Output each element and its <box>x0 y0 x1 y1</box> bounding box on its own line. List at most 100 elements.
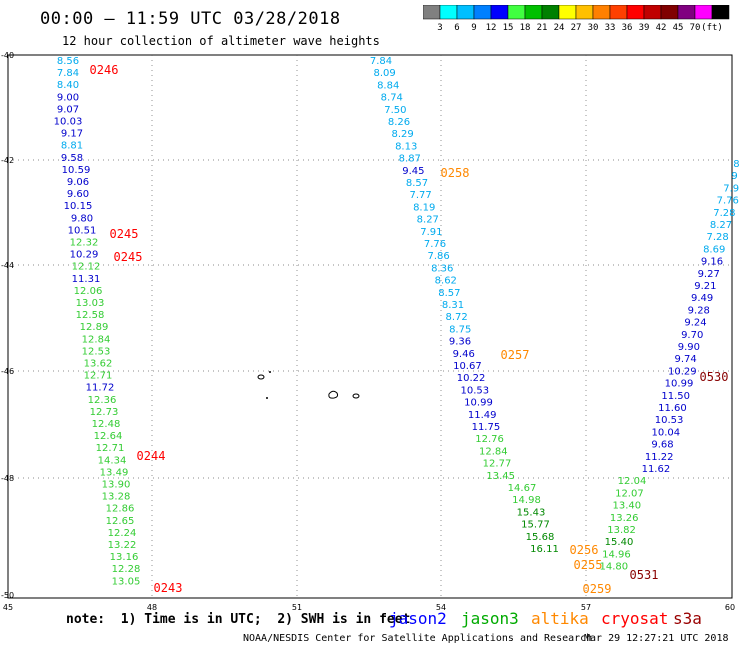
swh-label: 9.21 <box>694 281 716 292</box>
swh-label: 12.06 <box>74 286 103 297</box>
color-scale-legend: 3 6 9 12 15 18 21 24 27 30 33 36 39 42 45 70 (ft) <box>423 5 730 33</box>
swh-label: 7.77 <box>409 190 431 201</box>
swh-label: 11.49 <box>468 410 497 421</box>
time-label: 0245 <box>114 250 143 264</box>
swh-label: 9.07 <box>57 104 79 115</box>
swh-label: 7.86 <box>427 251 449 262</box>
swh-label: 9.45 <box>402 166 424 177</box>
legend-jason2: jason2 <box>389 609 447 628</box>
swh-label: 9.80 <box>71 213 93 224</box>
scale-label: 70 <box>690 23 701 33</box>
swh-label: 9.90 <box>678 342 700 353</box>
swh-label: 10.67 <box>453 361 482 372</box>
swh-label: 8.27 <box>417 215 439 226</box>
swh-label: 13.90 <box>102 480 131 491</box>
lat-tick-label: -48 <box>1 474 14 483</box>
scale-label: 36 <box>622 23 633 33</box>
swh-label: 8.74 <box>381 93 403 104</box>
footer-credit: NOAA/NESDIS Center for Satellite Applica… <box>243 633 593 644</box>
swh-label: 12.84 <box>479 446 508 457</box>
swh-label: 13.05 <box>112 576 141 587</box>
swh-label: 9.27 <box>698 269 720 280</box>
swh-label: 12.28 <box>112 564 141 575</box>
scale-label: 42 <box>656 23 667 33</box>
swh-label: 9.06 <box>67 177 89 188</box>
time-label: 0531 <box>630 568 659 582</box>
scale-label: 12 <box>486 23 497 33</box>
swh-label: 12.04 <box>618 476 647 487</box>
swh-label: 15.68 <box>526 532 555 543</box>
lon-tick-label: 51 <box>292 603 302 610</box>
lon-tick-label: 57 <box>581 603 591 610</box>
island-outline <box>257 374 265 380</box>
lat-tick-label: -44 <box>1 261 14 270</box>
scale-label: 21 <box>537 23 548 33</box>
scale-label: 45 <box>673 23 684 33</box>
swh-label: 10.99 <box>665 379 694 390</box>
swh-label: 8.29 <box>391 129 413 140</box>
swh-label: 9.24 <box>684 318 706 329</box>
swh-label: 8.69 <box>703 244 725 255</box>
swh-label: 8. <box>733 159 740 170</box>
swh-label: 13.26 <box>610 513 639 524</box>
swh-label: 10.99 <box>464 398 493 409</box>
scale-label: 24 <box>554 23 565 33</box>
scale-label: 15 <box>503 23 514 33</box>
swh-label: 10.51 <box>68 225 97 236</box>
swh-label: 11.62 <box>642 464 671 475</box>
swh-label: 10.22 <box>457 373 486 384</box>
swh-label: 11.75 <box>472 422 501 433</box>
swh-label: 9.58 <box>61 153 83 164</box>
swh-label: 12.64 <box>94 431 123 442</box>
swh-label: 8.26 <box>388 117 410 128</box>
swh-label: 7.50 <box>384 105 406 116</box>
swh-label: 9.16 <box>701 257 723 268</box>
swh-label: 14.34 <box>98 455 127 466</box>
swh-label: 7.91 <box>420 227 442 238</box>
time-label: 0259 <box>583 582 612 596</box>
time-label: 0257 <box>501 348 530 362</box>
lon-tick-label: 60 <box>725 603 735 610</box>
scale-label: 39 <box>639 23 650 33</box>
scale-label: 18 <box>520 23 531 33</box>
swh-label: 12.89 <box>80 322 109 333</box>
swh-label: 9 <box>731 171 737 182</box>
lat-tick-label: -42 <box>1 156 14 165</box>
swh-label: 8.75 <box>449 324 471 335</box>
swh-label: 8.19 <box>413 202 435 213</box>
swh-label: 8.56 <box>57 56 79 67</box>
lat-tick-label: -46 <box>1 367 14 376</box>
map-title: 00:00 – 11:59 UTC 03/28/2018 <box>40 9 341 29</box>
swh-label: 10.03 <box>54 117 83 128</box>
scale-label: (ft) <box>701 23 723 33</box>
swh-label: 8.57 <box>406 178 428 189</box>
swh-label: 7.76 <box>424 239 446 250</box>
swh-label: 13.40 <box>612 501 641 512</box>
swh-label: 12.24 <box>108 528 137 539</box>
swh-label: 11.60 <box>658 403 687 414</box>
swh-label: 12.71 <box>84 371 113 382</box>
swh-label: 9.46 <box>453 349 475 360</box>
swh-label: 8.87 <box>399 154 421 165</box>
legend-s3a: s3a <box>673 609 702 628</box>
swh-label: 13.45 <box>486 471 515 482</box>
time-label: 0258 <box>441 166 470 180</box>
swh-label: 14.98 <box>512 495 541 506</box>
scale-label: 33 <box>605 23 616 33</box>
swh-label: 12.86 <box>106 504 135 515</box>
legend-jason3: jason3 <box>461 609 519 628</box>
island-outline <box>328 390 339 399</box>
island-outline <box>269 371 271 373</box>
swh-label: 14.96 <box>602 549 631 560</box>
swh-label: 12.12 <box>72 262 101 273</box>
swh-label: 12.48 <box>92 419 121 430</box>
lat-tick-label: -50 <box>1 591 14 600</box>
swh-label: 13.03 <box>76 298 105 309</box>
swh-label: 10.04 <box>651 427 680 438</box>
swh-label: 13.28 <box>102 492 131 503</box>
time-label: 0256 <box>570 543 599 557</box>
island-outline <box>266 397 268 399</box>
swh-label: 12.71 <box>96 443 125 454</box>
time-label: 0244 <box>137 449 166 463</box>
